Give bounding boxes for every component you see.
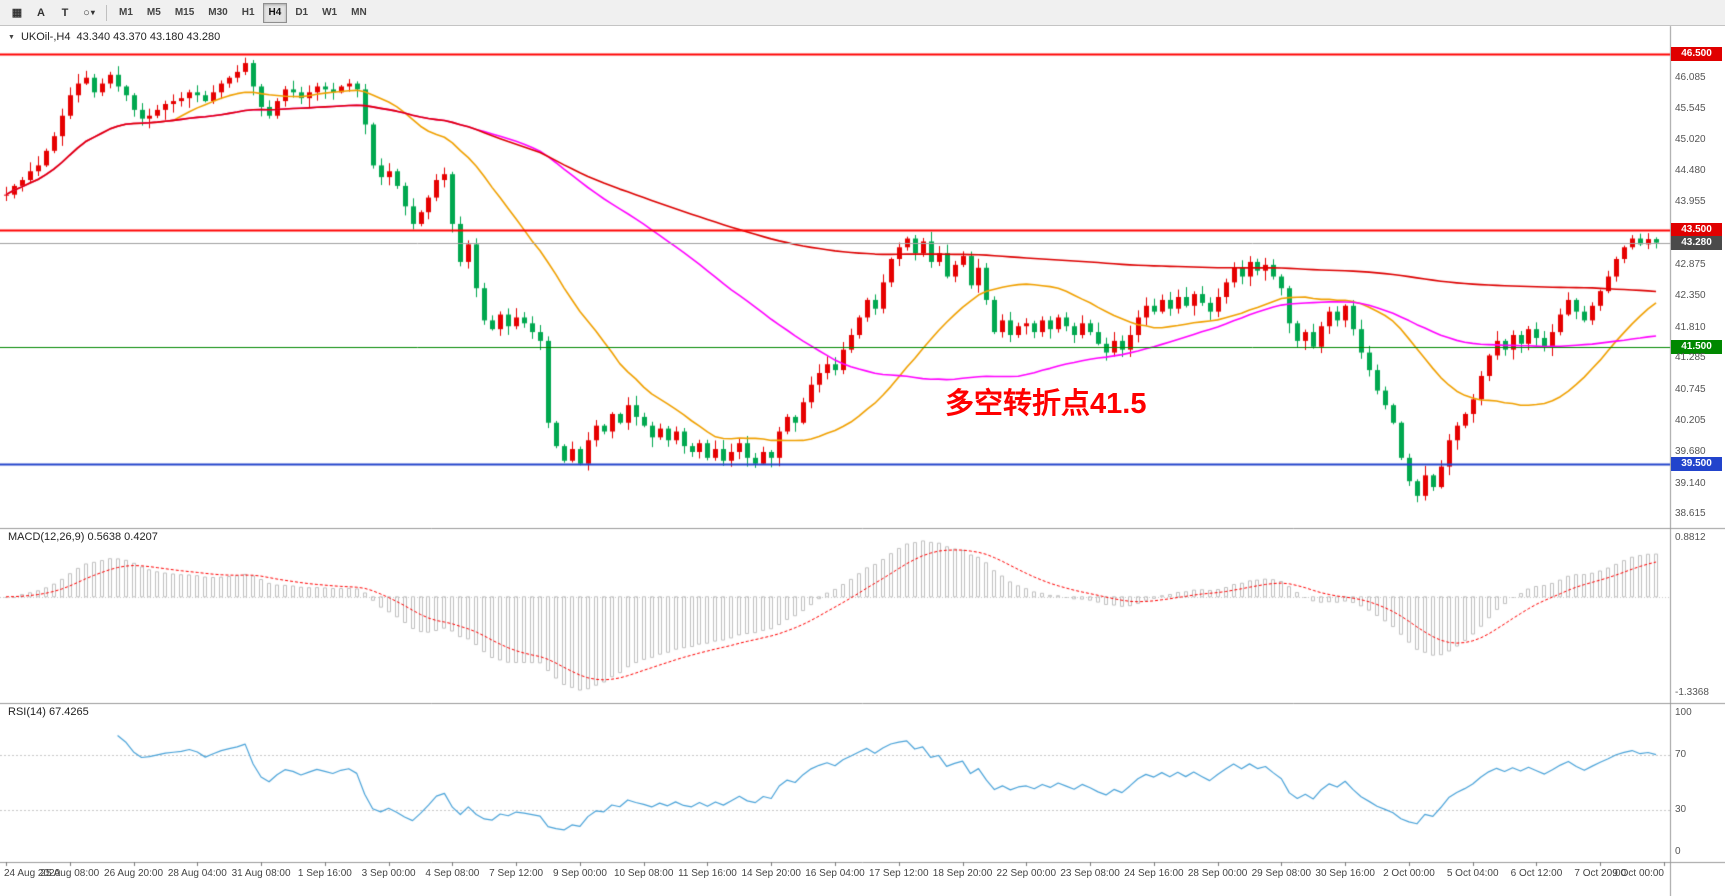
indicators-grid-tool-button[interactable]: ▦ — [6, 3, 28, 23]
price-axis-label: 44.480 — [1675, 165, 1706, 177]
time-axis-label: 3 Sep 00:00 — [361, 868, 416, 879]
shapes-tool-button[interactable]: ○ ▾ — [78, 3, 100, 23]
price-level-badge: 43.280 — [1671, 235, 1722, 250]
timeframe-button-m5[interactable]: M5 — [146, 7, 161, 18]
time-axis-label: 1 Sep 16:00 — [297, 868, 352, 879]
time-axis-label: 7 Sep 12:00 — [489, 868, 544, 879]
time-axis-label: 16 Sep 04:00 — [805, 868, 865, 879]
price-axis-label: 43.955 — [1675, 196, 1706, 208]
macd-axis-label: 0.8812 — [1675, 532, 1706, 543]
time-axis-label: 29 Sep 08:00 — [1251, 868, 1312, 879]
rsi-axis-label: 30 — [1675, 804, 1687, 816]
timeframe-button-h4[interactable]: H4 — [262, 2, 288, 23]
symbol-title: UKOil-,H4 — [20, 31, 71, 43]
time-axis-label: 28 Aug 04:00 — [167, 868, 227, 879]
timeframe-group: M1 M5 M15 M30 H1 H4 D1 W1 MN — [113, 2, 373, 23]
rsi-indicator-label: RSI(14) 67.4265 — [8, 706, 89, 718]
toolbar-separator — [106, 4, 107, 21]
price-axis-label: 42.875 — [1675, 259, 1706, 271]
rsi-axis-label: 0 — [1675, 846, 1681, 858]
macd-axis-label: -1.3368 — [1675, 687, 1709, 698]
price-level-badge: 39.500 — [1671, 456, 1722, 471]
time-axis-label: 23 Sep 08:00 — [1060, 868, 1120, 879]
time-axis-label: 9 Sep 00:00 — [552, 868, 607, 879]
drawing-tools-group: ▦ A T ○ ▾ — [6, 3, 100, 23]
time-axis-label: 14 Sep 20:00 — [741, 868, 801, 879]
timeframe-button-m15[interactable]: M15 — [174, 7, 195, 18]
time-axis-label: 31 Aug 08:00 — [231, 868, 291, 879]
timeframe-button-mn[interactable]: MN — [351, 7, 367, 18]
rsi-axis-label: 100 — [1675, 706, 1692, 718]
price-axis-label: 42.350 — [1675, 290, 1706, 301]
time-axis-label: 24 Sep 16:00 — [1124, 868, 1184, 879]
time-axis-label: 30 Sep 16:00 — [1315, 868, 1375, 879]
timeframe-button-m30[interactable]: M30 — [208, 7, 228, 18]
time-axis-label: 10 Sep 08:00 — [613, 868, 674, 879]
time-axis-label: 26 Aug 20:00 — [104, 868, 164, 879]
price-axis-label: 39.680 — [1675, 446, 1706, 458]
price-axis-label: 41.285 — [1675, 352, 1706, 364]
timeframe-button-h1[interactable]: H1 — [241, 7, 255, 18]
macd-indicator-label: MACD(12,26,9) 0.5638 0.4207 — [8, 531, 158, 543]
price-axis-label: 40.745 — [1675, 383, 1706, 395]
text-tool-button[interactable]: T — [54, 3, 76, 23]
chevron-down-icon: ▼ — [8, 33, 15, 41]
timeframe-button-w1[interactable]: W1 — [322, 7, 338, 18]
price-level-badge: 41.500 — [1671, 339, 1722, 354]
price-level-badge: 43.500 — [1671, 222, 1722, 237]
time-axis-label: 2 Oct 00:00 — [1383, 868, 1435, 879]
price-axis-label: 45.020 — [1675, 133, 1706, 145]
time-axis-label: 9 Oct 00:00 — [1612, 868, 1664, 879]
time-axis-label: 22 Sep 00:00 — [996, 868, 1057, 879]
price-axis-label: 41.810 — [1675, 321, 1706, 333]
time-axis-label: 5 Oct 04:00 — [1446, 868, 1499, 879]
price-level-badge: 46.500 — [1671, 47, 1722, 62]
time-axis-label: 24 Aug 2020 — [4, 868, 61, 879]
time-axis-label: 11 Sep 16:00 — [678, 868, 737, 879]
price-axis-label: 45.545 — [1675, 103, 1706, 115]
timeframe-button-m1[interactable]: M1 — [119, 7, 133, 18]
ohlc-values: 43.340 43.370 43.180 43.280 — [76, 31, 221, 43]
price-axis[interactable]: 46.500 46.085 45.545 45.020 44.480 43.955 43.5… — [1670, 26, 1725, 862]
time-axis-label: 7 Oct 20:00 — [1574, 868, 1627, 879]
time-axis-label: 18 Sep 20:00 — [932, 868, 993, 879]
price-axis-label: 40.205 — [1675, 415, 1706, 427]
price-axis-label: 39.140 — [1675, 477, 1706, 489]
chart-annotation-text[interactable]: 多空转折点41.5 — [945, 388, 1147, 420]
time-axis-label: 28 Sep 00:00 — [1187, 868, 1248, 879]
time-axis-label: 6 Oct 12:00 — [1510, 868, 1563, 879]
chevron-down-icon: ▾ — [90, 8, 95, 17]
time-axis-label: 25 Aug 08:00 — [40, 868, 100, 879]
price-axis-label: 38.615 — [1675, 508, 1706, 520]
indicators-grid-icon: ▦ — [11, 7, 23, 19]
time-axis-label: 4 Sep 08:00 — [425, 868, 480, 879]
text-label-tool-button[interactable]: A — [30, 3, 52, 23]
time-axis[interactable]: 24 Aug 2020 25 Aug 08:00 26 Aug 20:00 28 Au… — [0, 862, 1670, 896]
toolbar: ▦ A T ○ ▾ M1 M5 M15 M30 H1 H4 D1 W1 MN — [0, 0, 1725, 26]
text-icon: T — [61, 6, 69, 19]
shapes-icon: ○ — [83, 6, 90, 19]
chart-header: ▼ UKOil-,H4 43.340 43.370 43.180 43.280 — [8, 31, 220, 43]
text-label-icon: A — [37, 6, 45, 19]
timeframe-button-d1[interactable]: D1 — [295, 7, 309, 18]
price-axis-label: 46.085 — [1675, 71, 1706, 83]
rsi-axis-label: 70 — [1675, 748, 1687, 760]
time-axis-label: 17 Sep 12:00 — [869, 868, 929, 879]
